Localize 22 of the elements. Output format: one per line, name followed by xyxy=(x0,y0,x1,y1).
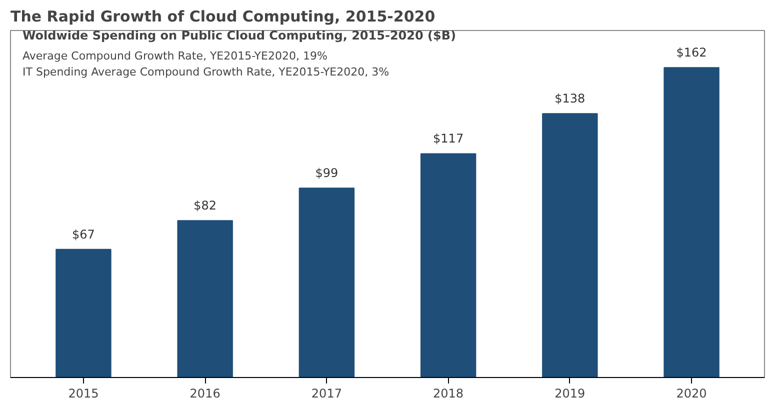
annotation: IT Spending Average Compound Growth Rate, YE2015-YE2020, 3% xyxy=(22,66,390,78)
bar xyxy=(542,113,598,378)
data-label: $82 xyxy=(194,198,217,213)
data-label: $99 xyxy=(315,166,338,180)
x-tick-label: 2019 xyxy=(554,386,586,400)
chart-subtitle: Woldwide Spending on Public Cloud Computing, 2015-2020 ($B) xyxy=(22,28,456,42)
data-label: $138 xyxy=(554,92,586,106)
data-label: $162 xyxy=(676,46,707,60)
bar xyxy=(177,220,233,378)
bar xyxy=(664,67,720,378)
bar xyxy=(298,188,355,378)
x-tick-label: 2017 xyxy=(311,386,342,400)
data-label: $67 xyxy=(72,227,95,242)
x-tick-label: 2018 xyxy=(433,386,464,400)
data-label: $117 xyxy=(433,132,464,146)
bar xyxy=(420,153,476,378)
x-tick-label: 2015 xyxy=(68,386,99,400)
x-tick-label: 2020 xyxy=(676,386,707,400)
x-tick-label: 2016 xyxy=(190,386,220,400)
bar xyxy=(56,248,112,378)
text: Average Compound Growth Rate, YE2015-YE2020, 19% xyxy=(22,50,328,62)
chart-title: The Rapid Growth of Cloud Computing, 2015-2020 xyxy=(10,8,436,26)
